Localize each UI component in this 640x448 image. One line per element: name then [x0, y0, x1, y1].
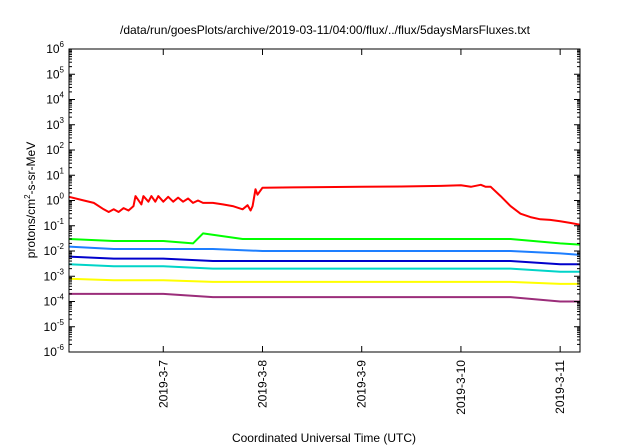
y-tick-label: 105 [46, 65, 64, 81]
y-axis-label-superscript: 2 [23, 194, 32, 199]
y-tick-label: 106 [46, 40, 64, 56]
flux-series-line-6 [68, 277, 580, 285]
y-tick-label: 102 [46, 141, 64, 157]
x-tick-label: 2019-3-11 [553, 360, 567, 414]
flux-series-line-3 [68, 245, 581, 256]
plot-frame [68, 48, 581, 353]
x-tick-label: 2019-3-10 [454, 360, 468, 415]
x-tick-label: 2019-3-8 [255, 360, 269, 408]
flux-series-line-1 [68, 183, 581, 226]
x-axis-label: Coordinated Universal Time (UTC) [232, 431, 416, 445]
y-tick-label: 10-1 [44, 217, 65, 233]
y-tick-label: 100 [46, 192, 64, 208]
y-axis-label: protons/cm2-s-sr-MeV [23, 142, 38, 258]
y-tick-label: 104 [46, 91, 64, 107]
flux-series-line-5 [68, 263, 580, 273]
y-tick-label: 10-4 [44, 293, 65, 309]
flux-series-line-4 [68, 255, 580, 266]
y-tick-label: 103 [46, 116, 64, 132]
y-tick-label: 10-2 [44, 242, 65, 258]
flux-series-line-7 [69, 292, 580, 303]
x-tick-label: 2019-3-7 [156, 360, 170, 408]
y-tick-label: 10-6 [44, 343, 65, 359]
y-axis-label-suffix: -s-sr-MeV [24, 142, 38, 195]
x-tick-label: 2019-3-9 [355, 360, 369, 408]
plot-series [68, 183, 581, 303]
y-tick-label: 10-3 [44, 267, 65, 283]
chart-title: /data/run/goesPlots/archive/2019-03-11/0… [120, 23, 531, 37]
y-axis-label-prefix: protons/cm [24, 199, 38, 258]
x-axis: 2019-3-7 2019-3-8 2019-3-9 2019-3-10 2019-3-… [156, 49, 567, 415]
y-tick-label: 101 [46, 166, 64, 182]
y-axis: 10-6 10-5 10-4 10-3 10-2 10-1 100 101 102 103 104 1… [44, 40, 580, 359]
y-tick-label: 10-5 [44, 318, 65, 334]
flux-series-line-2 [68, 232, 581, 246]
